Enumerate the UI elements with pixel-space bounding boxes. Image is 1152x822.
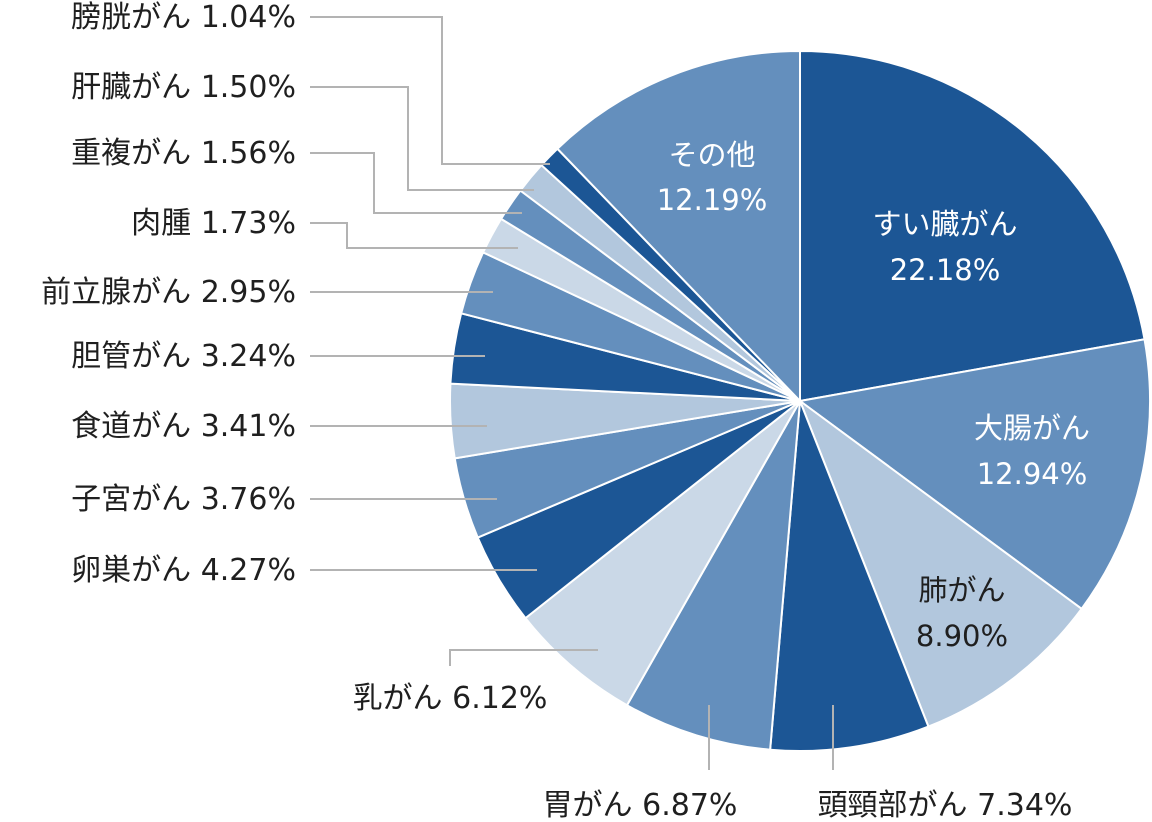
slice-label: その他 (668, 138, 755, 172)
slice-label-value: 2.95% (201, 275, 296, 310)
slice-label-name: 卵巣がん (71, 553, 191, 588)
slice-label-value: 3.24% (201, 339, 296, 374)
slice-label: 大腸がん (974, 411, 1090, 445)
leader-line (310, 16, 550, 165)
slice-label-value: 1.56% (201, 136, 296, 171)
slice-label-value: 3.76% (201, 482, 296, 517)
slice-label-name: 頭頸部がん (818, 788, 968, 822)
pie-slice-3 (797, 398, 1083, 728)
slice-label-name: 食道がん (71, 409, 191, 444)
slice-label: 重複がん 1.56% (71, 136, 296, 171)
slice-label: 子宮がん 3.76% (71, 482, 296, 517)
slice-label: 胃がん 6.87% (543, 788, 738, 822)
slice-label-value: 6.87% (642, 788, 737, 822)
leader-line (449, 649, 598, 666)
slice-value-label: 12.19% (657, 183, 768, 217)
pie-slice-5 (625, 400, 801, 751)
slice-label-value: 1.04% (201, 0, 296, 35)
slice-label: 食道がん 3.41% (71, 409, 296, 444)
slice-label-value: 4.27% (201, 553, 296, 588)
slice-label: 肉腫 1.73% (131, 206, 296, 241)
leader-line (310, 222, 518, 249)
slice-label: 肺がん (918, 573, 1005, 607)
leader-line (310, 86, 534, 191)
leader-line (310, 152, 522, 214)
slice-label-name: 子宮がん (71, 482, 191, 517)
slice-value-label: 8.90% (916, 619, 1008, 653)
slice-label-value: 1.50% (201, 70, 296, 105)
slice-label-value: 7.34% (977, 788, 1072, 822)
pie-slice-1 (799, 49, 1146, 403)
slice-label-value: 1.73% (201, 206, 296, 241)
slice-label: 頭頸部がん 7.34% (818, 788, 1073, 822)
slice-label: 胆管がん 3.24% (71, 339, 296, 374)
leader-lines (310, 16, 834, 770)
slice-label: 乳がん 6.12% (353, 681, 548, 716)
pie-slice-2 (797, 338, 1151, 611)
slice-label: 前立腺がん 2.95% (41, 275, 296, 310)
pie-slice-6 (524, 400, 801, 707)
slice-label-name: 肝臓がん (71, 70, 191, 105)
slice-label-name: 重複がん (71, 136, 191, 171)
slice-label-name: 胆管がん (71, 339, 191, 374)
slice-value-label: 12.94% (977, 457, 1088, 491)
slice-label-name: 肉腫 (131, 206, 191, 241)
slice-label: すい臓がん (872, 207, 1017, 241)
slice-label-name: 膀胱がん (71, 0, 191, 35)
slice-label-name: 胃がん (543, 788, 633, 822)
slice-label-value: 3.41% (201, 409, 296, 444)
slice-label: 肝臓がん 1.50% (71, 70, 296, 105)
slice-label: 卵巣がん 4.27% (71, 553, 296, 588)
slice-labels: すい臓がん 22.18% 大腸がん 12.94% 肺がん 8.90% 頭頸部がん 7.34%… (41, 0, 1090, 822)
slice-label-value: 6.12% (452, 681, 547, 716)
slice-label-name: 前立腺がん (41, 275, 191, 310)
slice-label-name: 乳がん (353, 681, 443, 716)
pie-slice-4 (769, 400, 930, 752)
pie-slice-16 (555, 49, 801, 404)
pie-slices (449, 49, 1151, 752)
slice-value-label: 22.18% (890, 253, 1001, 287)
slice-label: 膀胱がん 1.04% (71, 0, 296, 35)
